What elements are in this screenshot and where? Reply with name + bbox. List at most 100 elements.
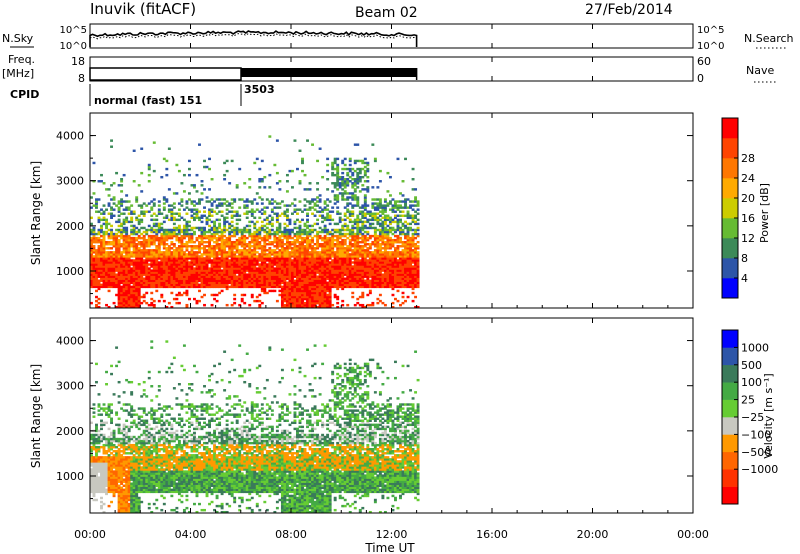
power-cell: [115, 293, 119, 297]
power-cell: [351, 251, 355, 254]
power-cell: [323, 206, 327, 209]
power-cell: [401, 230, 405, 234]
power-cell: [401, 273, 405, 276]
power-cell: [223, 261, 227, 264]
power-cell: [323, 291, 327, 295]
power-cell: [376, 297, 380, 301]
power-cell: [348, 279, 352, 282]
power-cell: [92, 267, 96, 270]
power-cell: [245, 230, 249, 234]
power-cell: [333, 267, 337, 270]
power-cell: [363, 273, 367, 276]
power-cell: [275, 299, 279, 303]
power-cell: [255, 283, 259, 287]
power-cell: [172, 273, 176, 276]
power-cell: [97, 218, 101, 222]
power-cell: [205, 285, 209, 289]
power-cell: [140, 245, 144, 248]
power-cell: [333, 184, 337, 187]
power-cell: [316, 263, 320, 266]
power-cell: [190, 251, 194, 254]
power-cell: [187, 285, 191, 289]
power-cell: [205, 200, 209, 203]
power-cell: [200, 263, 204, 266]
power-cell: [343, 263, 347, 266]
power-cell: [130, 305, 134, 309]
power-data-cells: [90, 135, 420, 309]
power-cell: [115, 236, 119, 240]
power-cell: [230, 247, 234, 250]
power-cell: [414, 230, 418, 234]
power-cell: [120, 297, 124, 301]
power-cell: [112, 253, 116, 256]
power-cell: [363, 261, 367, 264]
power-cell: [333, 238, 337, 242]
power-cell: [373, 243, 377, 246]
power-cell: [160, 279, 164, 282]
power-cell: [152, 243, 156, 246]
power-cell: [215, 251, 219, 254]
power-cell: [318, 273, 322, 276]
power-cell: [223, 251, 227, 254]
power-cell: [323, 267, 327, 270]
power-cell: [205, 251, 209, 254]
power-cell: [132, 232, 136, 236]
power-cell: [296, 240, 299, 244]
power-cell: [137, 273, 141, 276]
power-cell: [275, 273, 279, 276]
power-cell: [291, 212, 294, 215]
power-cell: [175, 275, 179, 278]
power-cell: [160, 212, 164, 215]
power-cell: [328, 303, 332, 307]
power-cell: [130, 259, 134, 262]
power-cell: [125, 230, 129, 234]
power-cell: [383, 251, 387, 254]
power-cell: [280, 267, 284, 270]
power-cell: [303, 291, 307, 295]
power-cell: [348, 267, 352, 270]
power-cell: [190, 184, 194, 187]
power-cell: [388, 269, 392, 272]
power-cell: [90, 230, 93, 234]
power-cell: [336, 281, 340, 285]
power-cell: [381, 206, 385, 209]
power-cell: [167, 218, 171, 222]
power-cell: [132, 249, 136, 252]
power-cell: [406, 228, 410, 232]
power-cell: [318, 245, 322, 248]
power-cell: [376, 285, 380, 289]
power-cell: [396, 275, 400, 278]
power-cell: [140, 236, 144, 240]
power-cell: [152, 265, 156, 268]
power-cell: [338, 263, 342, 266]
power-cell: [368, 236, 372, 240]
power-cell: [308, 269, 312, 272]
power-cell: [353, 188, 357, 191]
power-cell: [293, 301, 297, 305]
power-cell: [356, 297, 360, 301]
power-cell: [298, 208, 302, 211]
power-cell: [323, 208, 327, 211]
power-cell: [233, 247, 237, 250]
power-cell: [120, 180, 124, 183]
power-cell: [301, 157, 304, 161]
power-cell: [260, 273, 264, 276]
power-cell: [160, 243, 164, 246]
power-cell: [371, 143, 375, 146]
power-cell: [414, 263, 418, 266]
power-cell: [165, 243, 169, 246]
power-cell: [142, 299, 146, 303]
power-cell: [165, 285, 169, 289]
power-cell: [122, 230, 126, 234]
power-cell: [401, 200, 405, 203]
power-cell: [316, 238, 320, 242]
power-cell: [371, 285, 375, 289]
power-cell: [205, 218, 209, 222]
power-cell: [383, 275, 387, 278]
power-cell: [203, 226, 206, 230]
power-cell: [137, 249, 141, 252]
power-cell: [233, 234, 237, 238]
power-cell: [406, 243, 410, 246]
power-cell: [288, 283, 292, 287]
power-cell: [356, 171, 360, 175]
